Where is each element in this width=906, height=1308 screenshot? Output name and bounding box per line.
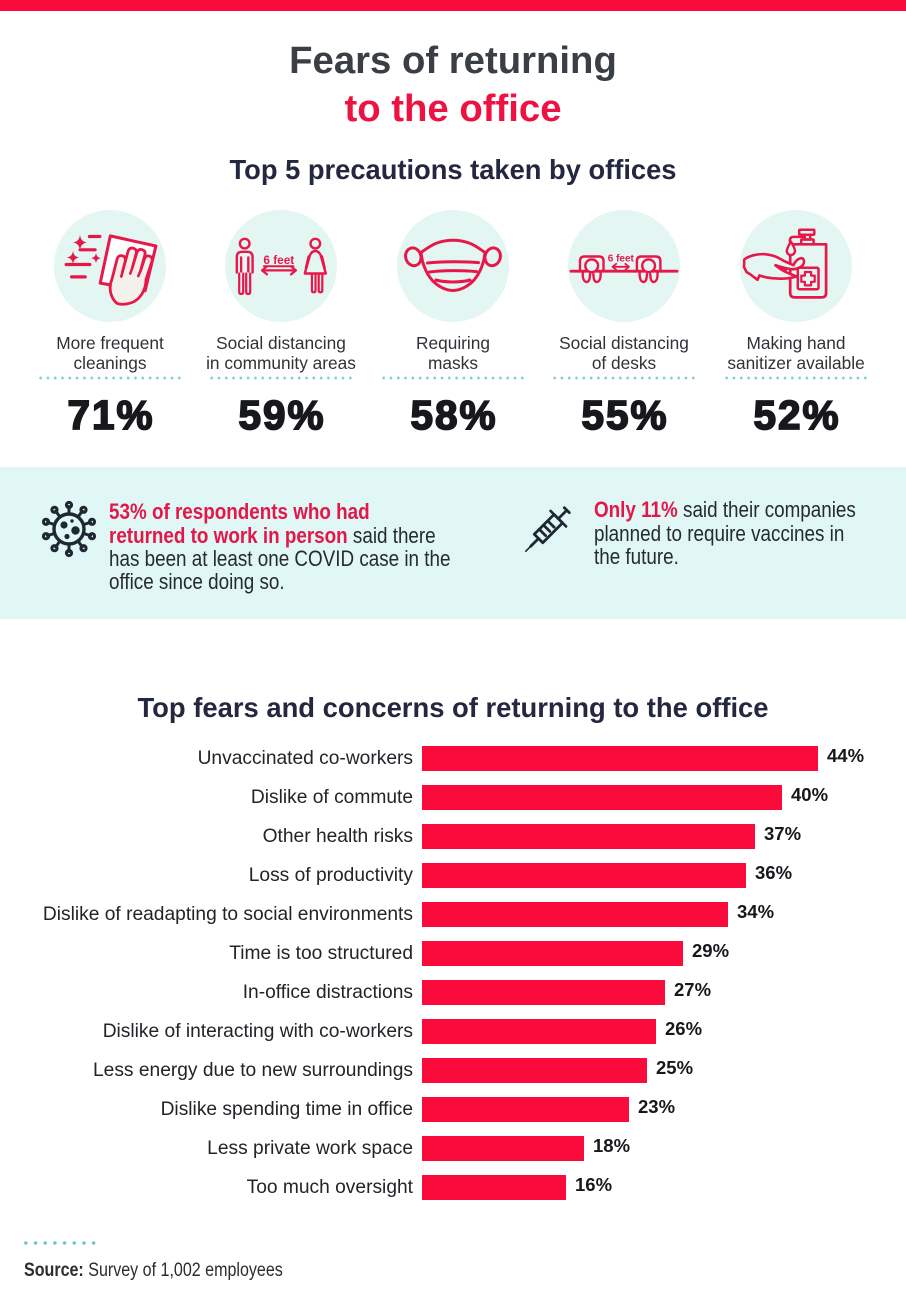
svg-text:6 feet: 6 feet <box>608 254 635 265</box>
svg-text:6 feet: 6 feet <box>263 253 294 267</box>
